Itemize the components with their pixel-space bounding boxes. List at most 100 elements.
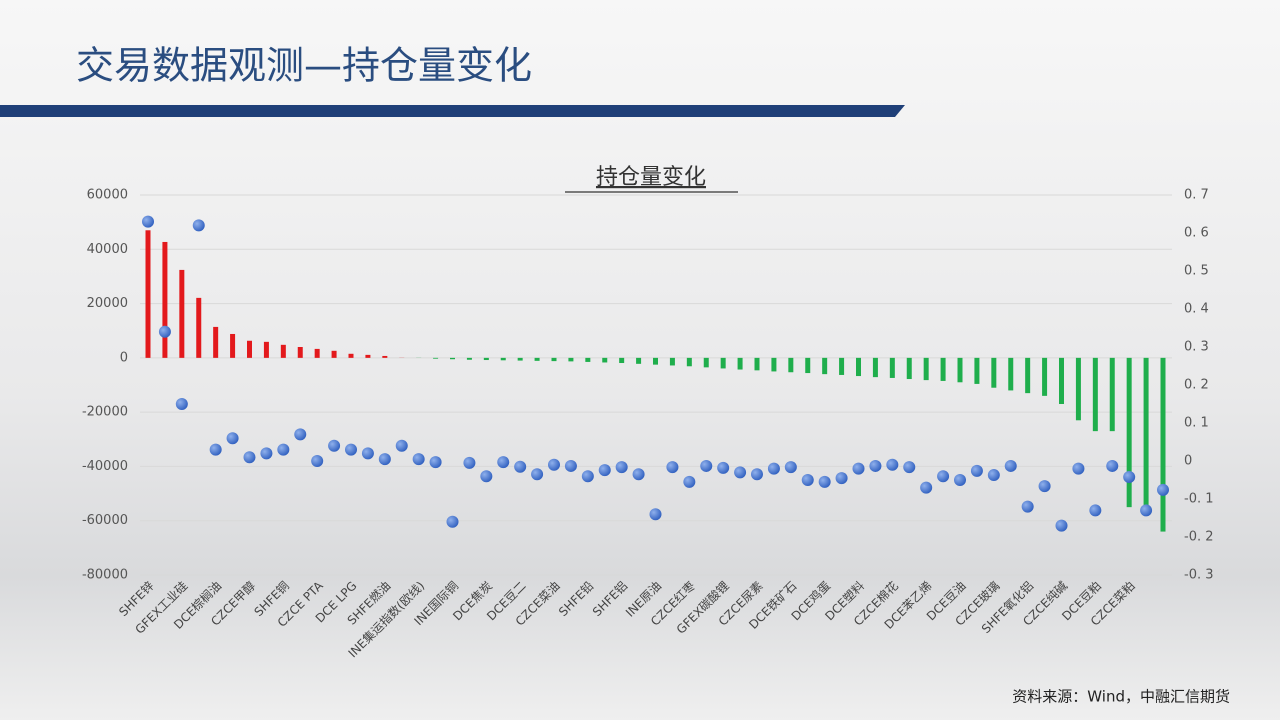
y2-tick-label: 0. 6	[1184, 226, 1209, 241]
bar	[196, 297, 202, 358]
scatter-point	[1021, 500, 1034, 513]
scatter-point	[260, 447, 273, 460]
scatter-point	[818, 475, 831, 488]
bar	[754, 357, 760, 371]
scatter-point	[615, 461, 628, 474]
bar	[568, 357, 574, 362]
scatter-point	[463, 456, 476, 469]
scatter-point	[937, 470, 950, 483]
bar	[1059, 357, 1064, 404]
chart-title: 持仓量变化	[596, 165, 706, 190]
scatter-point	[954, 474, 966, 486]
scatter-point	[175, 398, 188, 410]
scatter-point	[1106, 459, 1119, 472]
bar	[145, 230, 151, 358]
scatter-point	[361, 447, 374, 460]
scatter-point	[649, 508, 662, 521]
scatter-point	[835, 472, 848, 485]
y-tick-label: -60000	[82, 513, 128, 528]
bar	[1042, 357, 1048, 396]
scatter-point	[531, 468, 544, 481]
scatter-point	[345, 443, 357, 456]
scatter-point	[378, 453, 391, 466]
y-tick-label: -40000	[82, 459, 128, 474]
scatter-point	[920, 481, 933, 494]
bar	[1160, 357, 1166, 532]
scatter-point	[852, 462, 865, 475]
scatter-point	[277, 443, 290, 456]
y2-tick-label: 0. 7	[1184, 188, 1209, 203]
scatter-point	[1072, 462, 1085, 475]
bar	[822, 357, 828, 375]
bar	[906, 357, 912, 380]
scatter-point	[1038, 480, 1051, 493]
scatter-point	[683, 475, 696, 488]
scatter-point	[243, 451, 256, 464]
bar	[1143, 357, 1149, 508]
y-tick-label: 40000	[87, 242, 128, 257]
bar	[179, 269, 185, 358]
scatter-point	[1055, 519, 1068, 532]
y2-tick-label: 0. 2	[1184, 378, 1209, 393]
scatter-point	[987, 469, 1000, 482]
bar	[856, 357, 861, 377]
bar	[889, 357, 895, 378]
y2-tick-label: -0. 2	[1184, 530, 1214, 545]
scatter-point	[294, 428, 307, 441]
y2-tick-label: 0. 3	[1184, 340, 1209, 355]
bar	[551, 357, 557, 362]
scatter-point	[311, 455, 324, 467]
scatter-point	[429, 456, 442, 469]
bar	[247, 340, 252, 358]
y2-tick-label: 0. 5	[1184, 264, 1209, 279]
bar	[1109, 357, 1115, 432]
scatter-point	[903, 461, 916, 474]
y2-tick-label: 0. 4	[1184, 302, 1209, 317]
bar	[213, 326, 219, 358]
bar	[534, 357, 540, 361]
bar	[365, 354, 371, 358]
bar	[839, 357, 845, 375]
bar	[500, 357, 506, 361]
bar	[1025, 357, 1031, 394]
y-tick-label: 60000	[87, 188, 128, 203]
bar	[636, 357, 642, 364]
scatter-point	[158, 325, 171, 338]
bar	[450, 357, 455, 360]
bar	[331, 350, 337, 358]
bar	[162, 241, 168, 358]
y2-tick-label: -0. 1	[1184, 492, 1214, 507]
source-note: 资料来源：Wind，中融汇信期货	[1012, 688, 1230, 706]
scatter-point	[480, 470, 493, 483]
bar	[382, 355, 388, 358]
bar	[974, 357, 980, 384]
scatter-point	[784, 461, 797, 474]
bar	[991, 357, 997, 388]
bar	[483, 357, 489, 361]
scatter-point	[666, 461, 679, 474]
bar	[230, 333, 236, 358]
scatter-point	[801, 474, 814, 486]
scatter-point	[446, 515, 459, 528]
bar	[585, 357, 591, 362]
bar	[280, 344, 286, 358]
scatter-point	[328, 439, 341, 452]
bar	[669, 357, 675, 366]
bar	[686, 357, 692, 367]
bar	[957, 357, 963, 383]
slide-title: 交易数据观测—持仓量变化	[76, 44, 532, 88]
header-bar	[0, 105, 905, 117]
bar	[653, 357, 658, 365]
bar	[805, 357, 811, 374]
scatter-point	[632, 468, 645, 481]
bar	[348, 353, 354, 358]
bar	[872, 357, 878, 378]
scatter-point	[869, 459, 882, 472]
scatter-point	[412, 453, 425, 466]
bar	[314, 348, 320, 358]
scatter-point	[226, 432, 239, 445]
scatter-point	[886, 458, 899, 471]
bar	[940, 357, 946, 381]
bar	[1092, 357, 1098, 432]
